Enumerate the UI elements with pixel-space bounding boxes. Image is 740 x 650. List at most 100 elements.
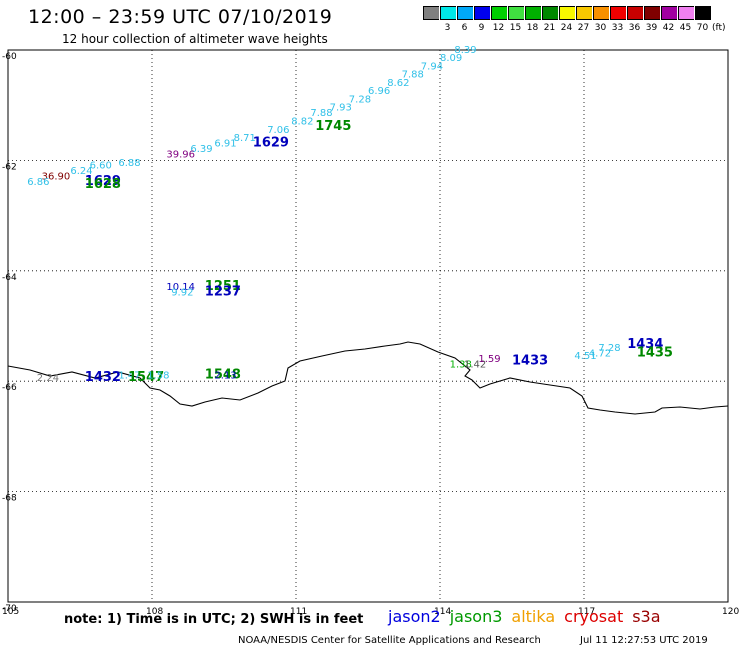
coastline [7,341,729,415]
legend-color-box [626,6,643,20]
legend-swatch: 33 [609,6,626,34]
wave-height-label: 4.72 [589,348,611,359]
legend-swatch: 42 [660,6,677,34]
satellite-label-cryosat: cryosat [564,607,624,626]
pass-time-label: 1629 [253,136,289,151]
wave-height-label: 8.62 [387,78,409,89]
lat-tick-label: -66 [2,383,17,393]
legend-color-box [541,6,558,20]
legend-swatch: 12 [490,6,507,34]
legend-swatch: 27 [575,6,592,34]
wave-height-label: 6.86 [27,177,49,188]
credit-line: NOAA/NESDIS Center for Satellite Applica… [238,635,541,646]
lat-tick-label: -62 [2,162,17,172]
wave-height-label: 7.28 [598,343,620,354]
legend-label: 42 [662,23,675,33]
legend-label: 21 [543,23,556,33]
wave-height-label: 7.93 [330,103,352,114]
legend-swatch: 15 [507,6,524,34]
legend-color-box [473,6,490,20]
timestamp: Jul 11 12:27:53 UTC 2019 [580,635,708,646]
lon-tick-label: 108 [146,607,163,617]
satellite-label-jason2: jason2 [388,607,441,626]
lat-tick-label: -70 [2,604,17,614]
legend-color-box [439,6,456,20]
legend-unit: (ft) [712,23,726,33]
pass-time-label: 1547 [128,370,164,385]
legend-label: 12 [492,23,505,33]
wave-height-label: 2.24 [37,373,59,384]
legend-color-box [660,6,677,20]
lon-tick-label: 117 [578,607,595,617]
legend-label: 30 [594,23,607,33]
legend-color-box [524,6,541,20]
pass-time-label: 1434 [627,337,663,352]
legend-swatch: 9 [473,6,490,34]
wave-height-label: 6.60 [90,161,112,172]
legend-label: 3 [444,23,451,33]
pass-time-label: 1251 [205,279,241,294]
legend-color-box [643,6,660,20]
wave-height-label: 1.59 [478,354,500,365]
footnote: note: 1) Time is in UTC; 2) SWH is in fe… [64,612,364,627]
page-subtitle: 12 hour collection of altimeter wave hei… [62,32,328,46]
pass-time-label: 1548 [205,367,241,382]
legend-swatch: 21 [541,6,558,34]
legend-color-box [558,6,575,20]
legend-color-box [694,6,711,20]
legend-label: 27 [577,23,590,33]
satellite-label-jason3: jason3 [449,607,503,626]
wave-height-label: 6.91 [214,139,236,150]
wave-height-label: 7.94 [421,61,443,72]
legend-swatch: 39 [643,6,660,34]
wave-height-label: 1.42 [464,359,486,370]
wave-height-label: 8.09 [440,53,462,64]
lat-tick-label: -68 [2,494,17,504]
wave-height-label: 8.82 [291,117,313,128]
pass-time-label: 1435 [637,345,673,360]
page-title: 12:00 – 23:59 UTC 07/10/2019 [28,6,333,28]
legend-swatch [422,6,439,34]
lat-tick-label: -60 [2,52,17,62]
legend-color-box [456,6,473,20]
satellite-label-s3a: s3a [632,607,661,626]
wave-height-label: 6.88 [118,158,140,169]
wave-height-label: 7.88 [310,108,332,119]
wave-observations: 8.398.097.947.888.626.967.287.937.881745… [27,45,673,385]
pass-time-label: 1237 [205,285,241,300]
pass-time-label: 1628 [85,177,121,192]
lon-tick-label: 105 [2,607,19,617]
legend-swatch: 24 [558,6,575,34]
wave-height-label: 7.28 [349,94,371,105]
graticule: 105 108 111 114 117 120 -60 -62 -64 -66 -68 -70 [2,50,739,617]
legend-label: 24 [560,23,573,33]
wave-height-label: 1.58 [147,370,169,381]
legend-swatch: 36 [626,6,643,34]
wave-height-label: 2.13 [214,370,236,381]
wave-height-label: 1.47 [118,370,140,381]
legend-label: 45 [679,23,692,33]
legend-swatch: 6 [456,6,473,34]
wave-height-label: 6.24 [70,166,92,177]
wave-height-label: 4.51 [574,351,596,362]
legend-label: 6 [461,23,468,33]
legend-label: 36 [628,23,641,33]
wave-height-label: 9.92 [171,288,193,299]
plot-frame [7,49,729,603]
legend-color-box [575,6,592,20]
legend-color-box [677,6,694,20]
wave-height-label: 6.96 [368,86,390,97]
legend-color-box [592,6,609,20]
wave-height-label: 1.38 [450,359,472,370]
legend-label: 39 [645,23,658,33]
legend-swatch: 30 [592,6,609,34]
lon-tick-label: 111 [290,607,307,617]
legend-color-box [490,6,507,20]
legend-swatch: 45 [677,6,694,34]
satellite-label-altika: altika [511,607,556,626]
pass-time-label: 1745 [315,119,351,134]
pass-time-label: 1432 [85,370,121,385]
legend-color-box [609,6,626,20]
wave-height-label: 8.71 [234,133,256,144]
